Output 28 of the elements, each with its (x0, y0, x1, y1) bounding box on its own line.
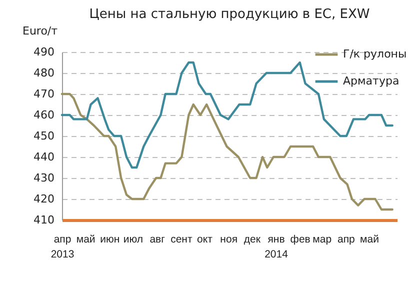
x-tick-label: янв 2014 (264, 234, 288, 260)
y-tick-label: 460 (34, 108, 54, 122)
x-tick-label: апр (338, 234, 356, 246)
y-tick-label: 480 (34, 66, 54, 80)
x-tick-label: июл (123, 234, 144, 246)
x-tick-label: мар (312, 234, 332, 246)
x-tick-label: дек (244, 234, 261, 246)
y-tick-label: 490 (34, 46, 54, 58)
x-tick-label: авг (150, 234, 166, 246)
x-tick-label: сент (170, 234, 192, 246)
x-tick-label: фев (290, 234, 311, 246)
line-series (60, 92, 394, 211)
legend-label: Г/к рулоны (343, 48, 407, 60)
legend-label: Арматура (343, 74, 400, 88)
x-tick-label: ноя (220, 234, 238, 246)
y-tick-label: 440 (34, 150, 54, 164)
x-tick-label: июн (100, 234, 120, 246)
y-tick-label: 450 (34, 130, 54, 142)
x-tick-label: май (76, 234, 96, 246)
chart-title: Цены на стальную продукцию в ЕС, EXW (89, 7, 370, 22)
y-tick-label: 470 (34, 88, 54, 100)
x-tick-label: май (360, 234, 380, 246)
x-tick-label: апр 2013 (50, 234, 74, 260)
y-tick-label: 430 (34, 172, 54, 184)
y-tick-label: 420 (34, 192, 54, 206)
x-tick-label: окт (197, 234, 213, 246)
y-axis-title: Euro/т (22, 24, 58, 38)
y-tick-label: 410 (34, 214, 54, 226)
